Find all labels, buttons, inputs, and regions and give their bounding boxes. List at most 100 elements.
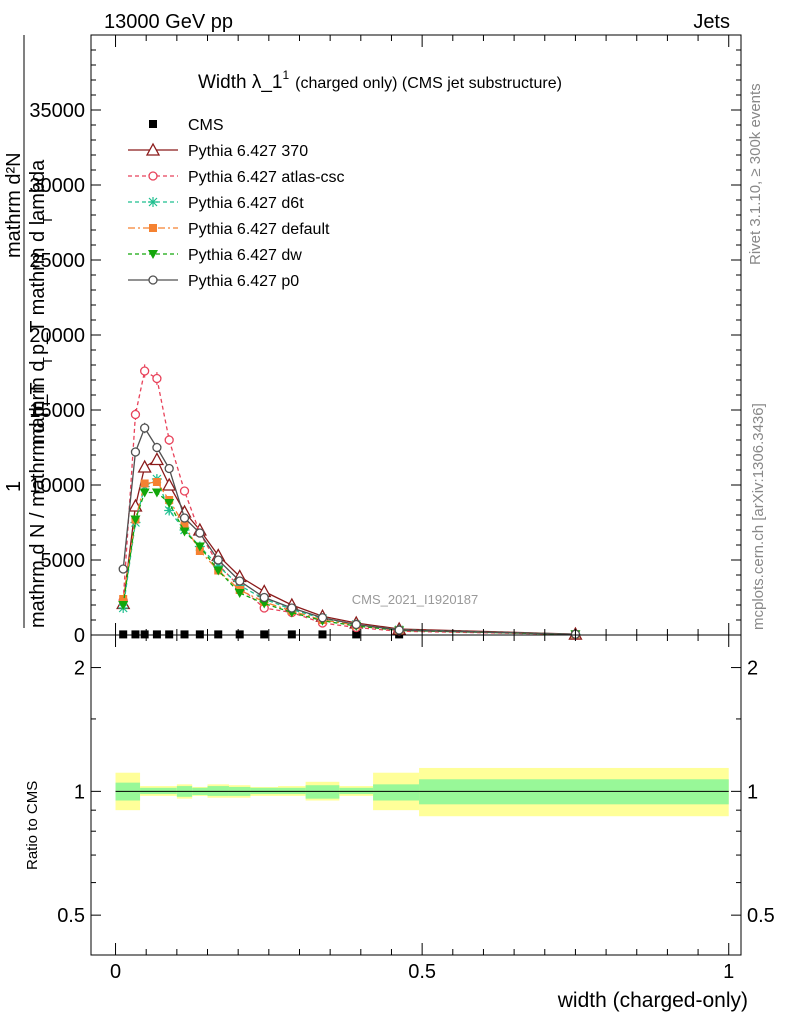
- data-point: [164, 435, 174, 445]
- data-point: [180, 521, 189, 530]
- xtick-label: 1: [723, 961, 734, 983]
- data-point: [137, 459, 152, 473]
- data-point: [130, 515, 141, 525]
- legend: CMS Pythia 6.427 370 Pythia 6.427 atlas-cs…: [128, 117, 345, 290]
- legend-marker: [149, 120, 157, 128]
- ylabel-frac-denominator-sub: T: [40, 357, 55, 365]
- series-line: [122, 369, 576, 636]
- legend-entry: Pythia 6.427 370: [128, 142, 308, 160]
- data-point: [164, 505, 175, 516]
- ylabel-derivative-denominator: mathrm d p_T mathrm d lambda: [27, 159, 49, 445]
- data-point: [140, 630, 149, 639]
- legend-marker: [148, 250, 158, 259]
- legend-label: Pythia 6.427 370: [188, 143, 308, 160]
- xtick-label: 0.5: [408, 961, 436, 983]
- data-point: [179, 527, 190, 537]
- legend-marker: [148, 197, 158, 207]
- ylabel-derivative-numerator: mathrm d²N: [3, 152, 25, 258]
- data-point: [179, 513, 190, 523]
- data-point: [140, 479, 149, 488]
- ratio-ytick-label-right: 0.5: [747, 905, 775, 927]
- data-point: [149, 452, 165, 466]
- data-point: [151, 488, 162, 498]
- data-point: [180, 630, 189, 639]
- series-pythia-6-427-atlas-csc: [118, 364, 581, 640]
- data-point: [318, 630, 327, 639]
- ratio-ytick-label: 0.5: [57, 905, 85, 927]
- data-point: [213, 555, 223, 565]
- main-ytick-label: 15000: [29, 400, 85, 422]
- main-panel: 0 5000 10000 15000 20000 25000 30000 35000 CMS_…: [3, 34, 742, 647]
- data-point: [118, 564, 128, 574]
- legend-entry: Pythia 6.427 p0: [128, 273, 299, 290]
- data-point: [164, 463, 174, 474]
- ratio-stat-band: [373, 784, 420, 801]
- rivet-label: Rivet 3.1.10, ≥ 300k events: [747, 83, 764, 265]
- legend-label: CMS: [188, 117, 224, 134]
- data-point: [352, 630, 361, 639]
- main-ytick-label: 5000: [41, 550, 86, 572]
- ratio-ytick-label-right: 2: [747, 658, 758, 680]
- ratio-ytick-label-right: 1: [747, 781, 758, 803]
- main-ytick-label: 20000: [29, 325, 85, 347]
- data-point: [259, 592, 269, 603]
- legend-label: Pythia 6.427 default: [188, 221, 330, 238]
- category-label: Jets: [693, 11, 730, 33]
- series-pythia-6-427-370: [116, 452, 583, 640]
- data-point: [162, 477, 177, 491]
- plot-title: Width λ_11 (charged only) (CMS jet substr…: [198, 68, 562, 93]
- legend-marker: [148, 275, 158, 285]
- data-point: [259, 599, 270, 609]
- ratio-stat-band: [305, 785, 340, 799]
- legend-marker: [148, 171, 158, 181]
- ylabel-frac-prefix: 1: [3, 481, 25, 492]
- data-point: [394, 625, 404, 635]
- data-point: [130, 409, 141, 420]
- data-point: [195, 630, 204, 639]
- legend-label: Pythia 6.427 atlas-csc: [188, 169, 345, 186]
- data-point: [179, 486, 190, 496]
- legend-entry: Pythia 6.427 default: [128, 221, 330, 238]
- ylabel-derivative-denominator-sub: T: [40, 216, 55, 224]
- data-point: [317, 613, 328, 623]
- ylabel-frac-denominator: mathrm d N / mathrm d p_T: [27, 382, 49, 628]
- data-point: [140, 366, 150, 376]
- ratio-panel: 0.5 0.5 1 1 2 2 0 0.5 1 Ratio to CMS width (cha…: [24, 35, 775, 1012]
- data-point: [131, 630, 140, 639]
- data-point: [140, 423, 150, 433]
- data-point: [119, 630, 128, 639]
- data-point: [164, 499, 175, 508]
- main-ytick-label: 30000: [29, 175, 85, 197]
- data-point: [139, 488, 150, 498]
- y-axis-label: 1 mathrm d N / mathrm d p_T T mathrm d²N…: [3, 35, 55, 628]
- data-point: [119, 595, 128, 603]
- ratio-plot-frame: [90, 634, 742, 956]
- series-line: [122, 491, 576, 636]
- series-line: [122, 481, 576, 635]
- data-point: [213, 566, 224, 576]
- data-point: [234, 589, 245, 598]
- data-point: [287, 603, 297, 613]
- ratio-ytick-label: 2: [74, 658, 85, 680]
- main-ytick-label: 0: [74, 625, 85, 647]
- data-point: [165, 630, 174, 639]
- series-line: [122, 426, 576, 635]
- legend-label: Pythia 6.427 d6t: [188, 195, 304, 212]
- mcplots-label: mcplots.cern.ch [arXiv:1306.3436]: [750, 403, 767, 630]
- data-point: [351, 619, 361, 630]
- series-line: [122, 478, 576, 635]
- data-point: [130, 447, 141, 457]
- data-point: [118, 601, 129, 610]
- legend-label: Pythia 6.427 p0: [188, 273, 299, 290]
- legend-marker: [145, 142, 161, 156]
- data-point: [195, 528, 205, 538]
- legend-marker: [149, 224, 157, 232]
- data-point: [235, 630, 244, 639]
- data-point: [152, 373, 162, 384]
- legend-entry: Pythia 6.427 dw: [128, 247, 302, 264]
- data-point: [287, 630, 296, 639]
- legend-label: Pythia 6.427 dw: [188, 247, 302, 264]
- plot-title-main: Width λ_1: [198, 72, 282, 93]
- series-line: [122, 458, 576, 635]
